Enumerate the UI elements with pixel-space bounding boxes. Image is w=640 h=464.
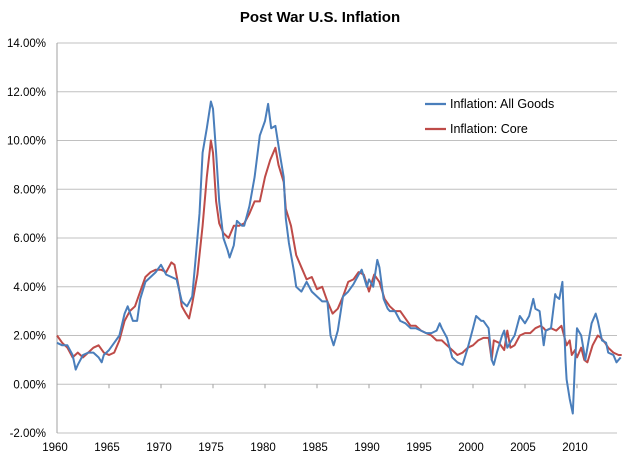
y-tick-label: 8.00% [13, 184, 46, 196]
x-tick-label: 2010 [562, 442, 588, 454]
gridlines [56, 42, 617, 434]
x-axis-tick-labels: 1960 1965 1970 1975 1980 1985 1990 1995 2000 2005… [42, 442, 588, 454]
legend-label-core: Inflation: Core [450, 122, 528, 136]
x-tick-label: 1985 [302, 442, 328, 454]
y-tick-label: -2.00% [10, 428, 46, 440]
y-tick-label: 2.00% [13, 331, 46, 343]
x-tick-label: 1970 [146, 442, 172, 454]
y-tick-label: 12.00% [7, 87, 46, 99]
y-axis-tick-labels: -2.00% 0.00% 2.00% 4.00% 6.00% 8.00% 10.00% 12.… [7, 38, 46, 440]
series-line-inflation-all-goods [56, 100, 622, 415]
series-line-inflation-core [56, 139, 622, 364]
y-tick-label: 10.00% [7, 136, 46, 148]
legend: Inflation: All Goods Inflation: Core [425, 97, 554, 136]
x-tick-label: 1965 [94, 442, 120, 454]
x-tick-label: 1980 [250, 442, 276, 454]
chart-title: Post War U.S. Inflation [240, 9, 400, 26]
series-lines [56, 100, 622, 415]
y-tick-label: 6.00% [13, 233, 46, 245]
legend-label-all-goods: Inflation: All Goods [450, 97, 554, 111]
y-tick-label: 0.00% [13, 379, 46, 391]
x-tick-label: 1975 [198, 442, 224, 454]
y-tick-label: 4.00% [13, 282, 46, 294]
x-tick-label: 1960 [42, 442, 68, 454]
x-tick-label: 1995 [406, 442, 432, 454]
x-tick-label: 2005 [510, 442, 536, 454]
y-tick-label: 14.00% [7, 38, 46, 50]
x-tick-label: 1990 [354, 442, 380, 454]
x-tick-label: 2000 [458, 442, 484, 454]
